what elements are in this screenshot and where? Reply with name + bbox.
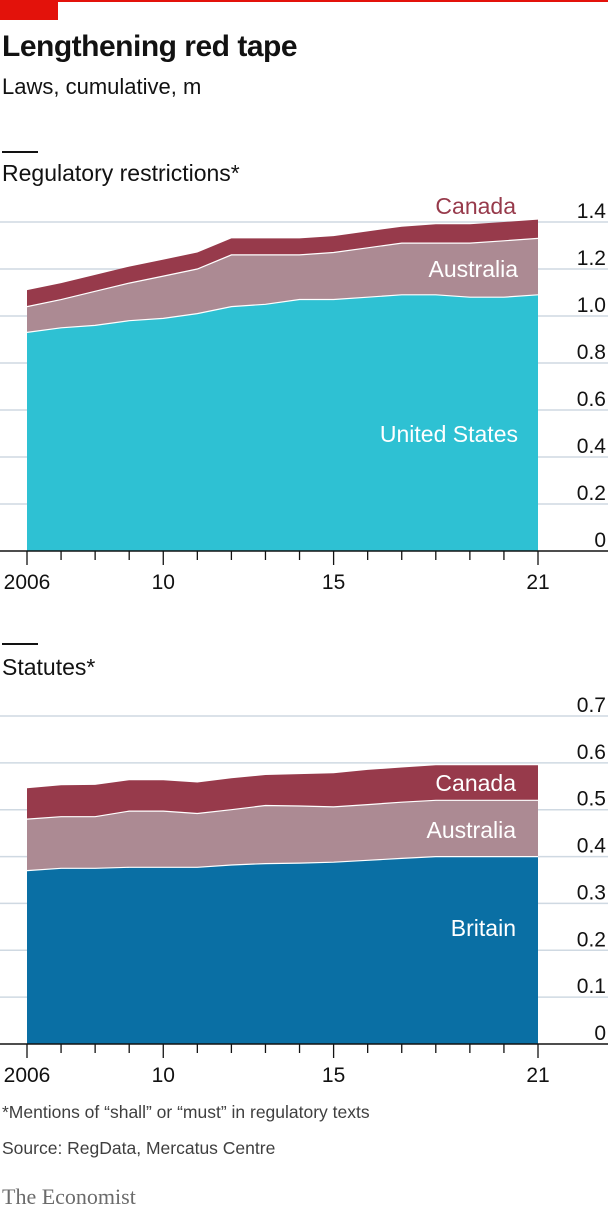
panel-1-marker bbox=[2, 151, 38, 153]
y-tick-label: 0.8 bbox=[577, 341, 606, 364]
series-label-canada: Canada bbox=[435, 193, 516, 219]
x-tick-label: 15 bbox=[322, 1064, 345, 1087]
series-label-united-states: United States bbox=[380, 421, 518, 447]
area-canada bbox=[27, 765, 538, 820]
y-tick-label: 0.1 bbox=[577, 975, 606, 998]
series-label-britain: Britain bbox=[451, 915, 516, 941]
y-tick-label: 0.5 bbox=[577, 788, 606, 811]
area-britain bbox=[27, 856, 538, 1044]
x-tick-label: 21 bbox=[526, 571, 549, 594]
x-tick-label: 10 bbox=[152, 1064, 175, 1087]
area-australia bbox=[27, 800, 538, 871]
panel-2-marker bbox=[2, 643, 38, 645]
layer-separator bbox=[26, 294, 539, 333]
y-tick-label: 1.0 bbox=[577, 294, 606, 317]
publisher-logo: The Economist bbox=[2, 1184, 136, 1209]
panel-1-title: Regulatory restrictions* bbox=[2, 160, 240, 186]
chart-title: Lengthening red tape bbox=[2, 30, 298, 63]
layer-separator bbox=[26, 237, 539, 308]
series-label-australia: Australia bbox=[429, 256, 519, 282]
y-tick-label: 1.4 bbox=[577, 200, 607, 223]
brand-tag bbox=[0, 0, 58, 20]
y-tick-label: 0.4 bbox=[577, 835, 607, 858]
layer-separator bbox=[26, 799, 538, 820]
y-tick-label: 0.3 bbox=[577, 881, 606, 904]
area-canada bbox=[27, 219, 538, 307]
series-label-australia: Australia bbox=[427, 817, 517, 843]
y-tick-label: 0.7 bbox=[577, 694, 606, 717]
layer-separator bbox=[26, 856, 538, 872]
x-tick-label: 21 bbox=[526, 1064, 549, 1087]
y-tick-label: 0.4 bbox=[577, 435, 607, 458]
panel-2-title: Statutes* bbox=[2, 654, 96, 680]
regulatory-restrictions-chart: United States Australia Canada 0 0.2 0.4 0.6 0.… bbox=[0, 193, 608, 594]
statutes-chart: Britain Australia Canada 0 0.1 0.2 0.3 0.4 0.5 0.… bbox=[0, 694, 608, 1087]
y-tick-label: 0.2 bbox=[577, 928, 606, 951]
series-label-canada: Canada bbox=[435, 770, 516, 796]
x-tick-label: 2006 bbox=[4, 1064, 51, 1087]
x-tick-label: 10 bbox=[152, 571, 175, 594]
x-tick-label: 15 bbox=[322, 571, 345, 594]
y-tick-label: 0 bbox=[594, 1022, 606, 1045]
area-united-states bbox=[27, 294, 538, 551]
chart-subtitle: Laws, cumulative, m bbox=[2, 74, 202, 99]
y-tick-label: 0.2 bbox=[577, 482, 606, 505]
source-note: Source: RegData, Mercatus Centre bbox=[2, 1138, 276, 1158]
x-tick-label: 2006 bbox=[4, 571, 51, 594]
y-tick-label: 0 bbox=[594, 529, 606, 552]
top-rule bbox=[0, 0, 608, 2]
area-layers bbox=[26, 765, 538, 1044]
y-tick-label: 0.6 bbox=[577, 388, 606, 411]
footnote: *Mentions of “shall” or “must” in regula… bbox=[2, 1102, 370, 1122]
area-layers bbox=[26, 219, 539, 551]
y-tick-label: 0.6 bbox=[577, 741, 606, 764]
y-tick-label: 1.2 bbox=[577, 247, 606, 270]
area-australia bbox=[27, 238, 538, 333]
